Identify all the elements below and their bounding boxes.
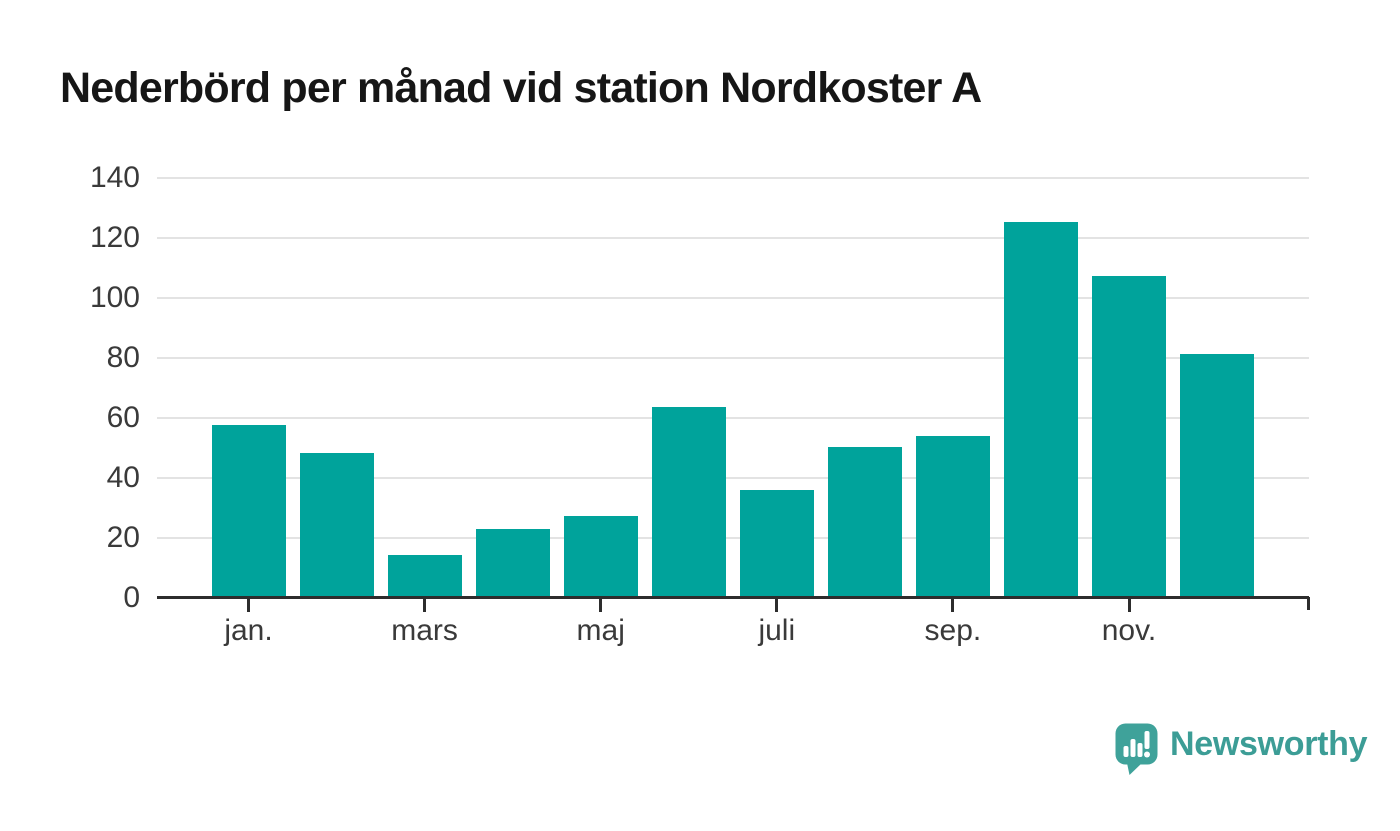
gridline-20	[157, 537, 1309, 539]
x-tick-label-jan: jan.	[224, 614, 273, 647]
newsworthy-logo-text: Newsworthy	[1170, 725, 1368, 763]
x-tick-label-maj: maj	[576, 614, 625, 647]
newsworthy-bar-chart-bubble-icon	[1115, 723, 1158, 775]
bar-aug	[827, 447, 902, 598]
bar-jan	[211, 425, 286, 598]
newsworthy-logo: Newsworthy	[1115, 723, 1368, 776]
x-axis-line	[157, 596, 1309, 599]
y-tick-label-80: 80	[106, 341, 140, 374]
y-tick-label-0: 0	[123, 581, 140, 614]
x-tick-label-juli: juli	[758, 614, 796, 647]
bar-maj	[563, 515, 638, 598]
x-tick-jan	[247, 599, 250, 612]
bar-apr	[475, 529, 550, 598]
x-tick-sep	[951, 599, 955, 612]
x-tick-label-nov: nov.	[1101, 614, 1157, 647]
x-tick-label-sep: sep.	[924, 614, 982, 647]
y-tick-label-40: 40	[106, 461, 140, 494]
bar-feb	[299, 452, 374, 598]
x-axis-end-tick	[1306, 597, 1310, 610]
gridline-140	[157, 177, 1309, 179]
x-tick-nov	[1127, 599, 1131, 612]
y-tick-label-120: 120	[89, 221, 140, 254]
x-tick-mars	[423, 599, 427, 612]
x-tick-juli	[775, 599, 779, 612]
gridline-120	[157, 237, 1309, 239]
bar-sep	[915, 436, 990, 598]
gridline-40	[157, 477, 1309, 479]
gridline-100	[157, 297, 1309, 299]
bar-juli	[739, 490, 814, 598]
x-tick-maj	[599, 599, 603, 612]
bar-juni	[651, 406, 726, 598]
y-tick-label-140: 140	[89, 161, 140, 194]
chart-title: Nederbörd per månad vid station Nordkost…	[60, 64, 982, 112]
bar-dec	[1180, 353, 1255, 598]
bar-nov	[1092, 276, 1166, 598]
bar-okt	[1003, 221, 1078, 598]
y-tick-label-60: 60	[106, 401, 140, 434]
gridline-60	[157, 417, 1309, 419]
y-tick-label-20: 20	[106, 521, 140, 554]
bar-mars	[387, 555, 462, 598]
y-tick-label-100: 100	[89, 281, 140, 314]
x-tick-label-mars: mars	[391, 614, 458, 647]
gridline-80	[157, 357, 1309, 359]
